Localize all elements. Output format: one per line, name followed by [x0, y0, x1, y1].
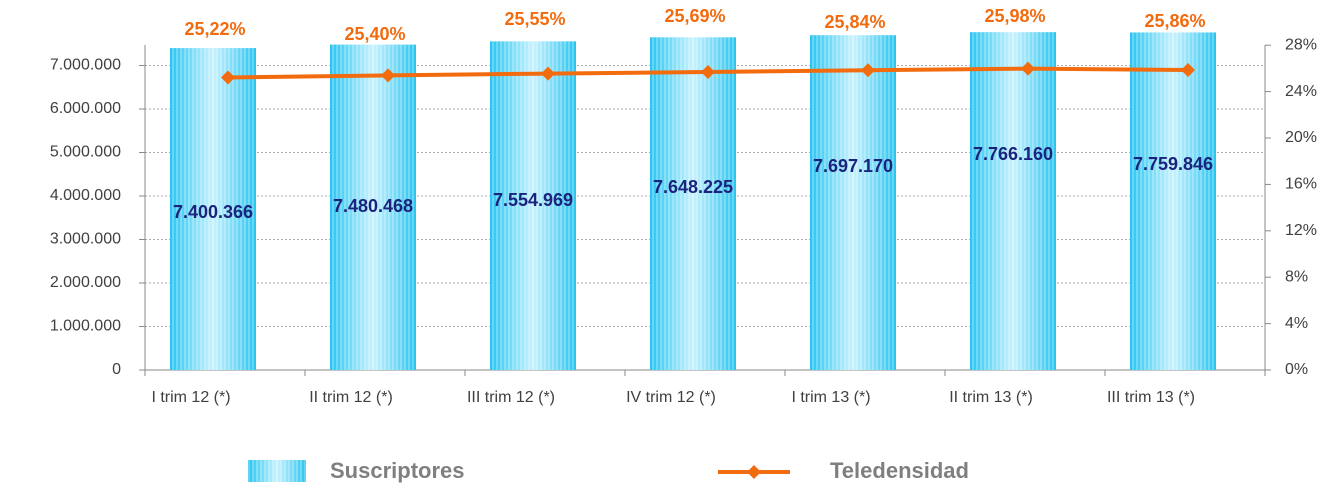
legend-label: Suscriptores [330, 458, 465, 483]
line-marker [1181, 63, 1195, 78]
line-value-label: 25,22% [184, 19, 245, 39]
bar-value-label: 7.759.846 [1133, 154, 1213, 174]
line-value-label: 25,86% [1144, 11, 1205, 31]
y2-tick-label: 20% [1285, 129, 1317, 146]
x-tick-label: I trim 12 (*) [151, 389, 230, 406]
y-tick-label: 4.000.000 [50, 187, 121, 204]
line-marker [221, 70, 235, 85]
bar-stripes [330, 44, 416, 371]
y2-tick-label: 0% [1285, 361, 1308, 378]
bar-stripes [1130, 32, 1216, 371]
bar-value-label: 7.480.468 [333, 196, 413, 216]
x-tick-label: IV trim 12 (*) [626, 389, 716, 406]
legend-label: Teledensidad [830, 458, 969, 483]
y-tick-label: 0 [112, 361, 121, 378]
y2-tick-label: 28% [1285, 36, 1317, 53]
y-tick-label: 2.000.000 [50, 274, 121, 291]
line-marker [541, 66, 555, 81]
line-marker [1021, 61, 1035, 76]
line-value-label: 25,84% [824, 12, 885, 32]
bar-value-label: 7.648.225 [653, 177, 733, 197]
bar-value-label: 7.697.170 [813, 156, 893, 176]
bar-value-label: 7.400.366 [173, 202, 253, 222]
x-tick-label: II trim 13 (*) [949, 389, 1033, 406]
line-marker [861, 63, 875, 78]
line-value-label: 25,55% [504, 9, 565, 29]
line-value-label: 25,98% [984, 6, 1045, 26]
y2-tick-label: 8% [1285, 268, 1308, 285]
line-value-label: 25,40% [344, 24, 405, 44]
y-tick-label: 6.000.000 [50, 100, 121, 117]
bar-stripes [490, 41, 576, 370]
bar-value-label: 7.554.969 [493, 190, 573, 210]
bar-stripes [650, 37, 736, 370]
y-tick-label: 5.000.000 [50, 144, 121, 161]
line-marker [701, 64, 715, 79]
line-value-label: 25,69% [664, 6, 725, 26]
line-marker [381, 68, 395, 83]
x-tick-label: I trim 13 (*) [791, 389, 870, 406]
y2-tick-label: 12% [1285, 222, 1317, 239]
legend-swatch-stripes [248, 460, 306, 482]
bar-stripes [170, 48, 256, 371]
bar-stripes [970, 32, 1056, 371]
y2-tick-label: 4% [1285, 315, 1308, 332]
x-tick-label: II trim 12 (*) [309, 389, 393, 406]
x-tick-label: III trim 12 (*) [467, 389, 555, 406]
bar-value-label: 7.766.160 [973, 144, 1053, 164]
y2-tick-label: 16% [1285, 176, 1317, 193]
y-tick-label: 3.000.000 [50, 231, 121, 248]
x-tick-label: III trim 13 (*) [1107, 389, 1195, 406]
y2-tick-label: 24% [1285, 83, 1317, 100]
y-tick-label: 7.000.000 [50, 57, 121, 74]
y-tick-label: 1.000.000 [50, 318, 121, 335]
legend-marker [747, 465, 761, 479]
bar-stripes [810, 35, 896, 371]
